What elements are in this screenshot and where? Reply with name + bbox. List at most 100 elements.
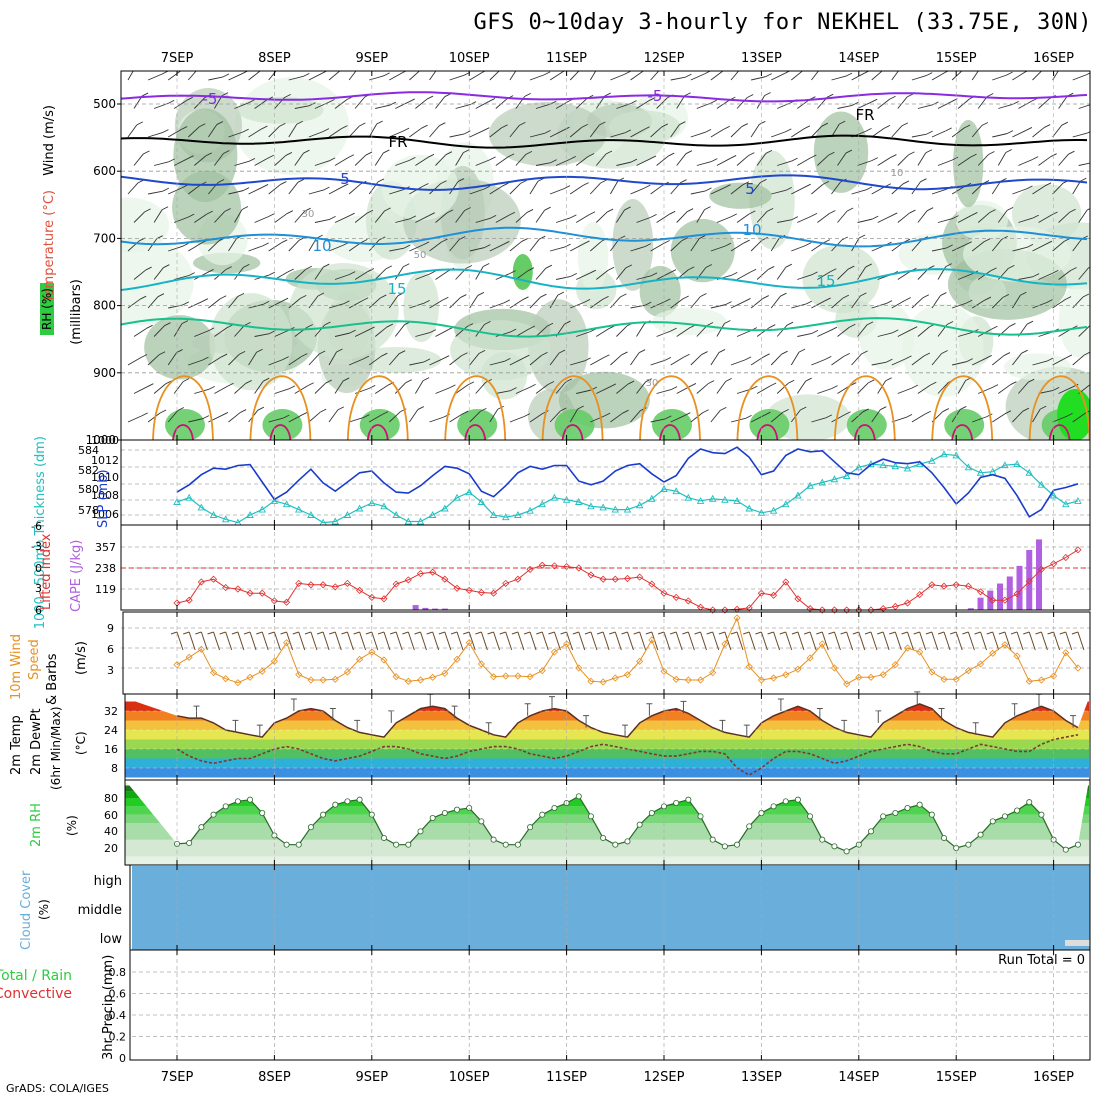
wind-barb-flag <box>638 349 646 354</box>
rh-shade <box>209 293 293 391</box>
wind-barb <box>831 414 845 423</box>
wind-barb-flag <box>439 122 446 127</box>
lifted-index-point <box>976 588 985 596</box>
wind-barb <box>133 327 147 337</box>
wind10-barb-flag <box>694 631 701 635</box>
wind-barb-flag <box>823 239 831 244</box>
wind-speed-point <box>514 672 522 680</box>
wind10-barb <box>931 631 939 651</box>
wind-speed-point <box>575 664 583 672</box>
rh-point <box>916 801 923 808</box>
wind-barb-flag <box>1066 412 1073 417</box>
wind-barb-flag <box>925 149 933 154</box>
wind-barb-flag <box>386 323 394 328</box>
lifted-index-point <box>502 579 510 587</box>
rh-point <box>393 841 400 848</box>
wind-barb-flag <box>381 411 389 415</box>
rh-tick-label: 80 <box>104 792 118 805</box>
wind-barb <box>248 71 261 81</box>
wind-speed-point <box>1074 664 1082 672</box>
wind10-barb-flag <box>560 631 567 635</box>
wind-speed-point <box>891 661 899 669</box>
wind-barb <box>951 127 965 138</box>
wind-barb-flag <box>890 212 898 217</box>
wind-barb-flag <box>428 212 435 217</box>
wind-barb <box>449 413 463 423</box>
wind-barb-flag <box>504 357 511 362</box>
wind-barb-flag <box>682 295 689 300</box>
rh-mask <box>127 783 1089 852</box>
wind-barb-flag <box>600 179 607 184</box>
contour-20 <box>121 317 1088 338</box>
wind-barb <box>857 324 868 337</box>
wind-barb-flag <box>781 350 788 355</box>
rh-shade <box>403 271 440 343</box>
li-tick-label: -6 <box>31 520 42 533</box>
wind-barb-flag <box>787 379 795 384</box>
wind-barb-flag <box>1083 351 1090 356</box>
rh-point <box>673 800 680 807</box>
lifted-index-point <box>258 589 266 597</box>
wind-barb <box>756 385 771 394</box>
precip-tick-label: 0.6 <box>109 988 127 1001</box>
wind-speed-point <box>587 677 595 685</box>
wind-barb <box>328 303 344 309</box>
wind-barb-flag <box>583 298 591 303</box>
wind-barb <box>971 299 986 309</box>
wind-barb <box>676 153 687 166</box>
wind-barb-flag <box>143 150 150 155</box>
wind10-barb <box>590 631 598 651</box>
dewpoint-line <box>176 734 1079 777</box>
wind-barb-flag <box>649 155 657 160</box>
wind10-barb-flag <box>670 631 677 635</box>
cape-bar <box>1016 565 1023 610</box>
rh-point <box>989 818 996 825</box>
lifted-index-point <box>392 580 400 588</box>
wind-barb-flag <box>970 153 977 158</box>
wind10-barb <box>675 631 683 651</box>
wind-barb-flag <box>843 352 850 357</box>
lifted-index-point <box>879 605 887 613</box>
wind-barb <box>817 388 832 394</box>
thickness-point <box>246 511 254 518</box>
wind-barb <box>891 358 906 366</box>
wind-barb <box>489 302 505 309</box>
label-convective: Convective <box>0 986 72 1002</box>
contour-warm <box>931 375 994 440</box>
wind-barb <box>449 239 460 252</box>
temp-line <box>176 703 1079 738</box>
wind-barb-flag <box>744 356 752 361</box>
wind-barb <box>837 268 849 280</box>
wind-speed-point <box>453 655 461 663</box>
date-label-bottom: 14SEP <box>838 1070 879 1085</box>
wind-barb <box>133 153 144 166</box>
rh-point <box>429 815 436 822</box>
thickness-point <box>818 478 827 486</box>
wind-barb <box>776 382 789 394</box>
wind-barb <box>971 183 984 195</box>
wind10-barb <box>480 631 488 651</box>
wind-barb <box>951 244 966 252</box>
contour-label: FR <box>388 133 407 151</box>
precip-tick-label: 0.4 <box>109 1009 127 1022</box>
date-label-top: 9SEP <box>356 51 389 66</box>
wind-barb-flag <box>322 71 328 74</box>
thickness-point <box>830 475 839 483</box>
contour-warm <box>541 375 604 440</box>
rh-point <box>648 810 655 817</box>
wind-barb <box>576 272 590 280</box>
wind-barb <box>314 160 330 166</box>
wind-barb-flag <box>1032 273 1040 278</box>
wind-barb-flag <box>563 185 571 190</box>
wind-barb <box>314 382 327 394</box>
wind10-barb <box>200 631 208 651</box>
wind-barb <box>208 356 222 366</box>
contour-hot <box>269 424 292 440</box>
wind-barb <box>911 181 921 195</box>
wind-barb-flag <box>926 130 933 135</box>
wind-barb <box>248 128 262 138</box>
wind-barb <box>435 154 447 166</box>
wind-barb <box>750 298 764 309</box>
wind-barb <box>153 209 163 223</box>
wind-barb-flag <box>686 208 694 213</box>
